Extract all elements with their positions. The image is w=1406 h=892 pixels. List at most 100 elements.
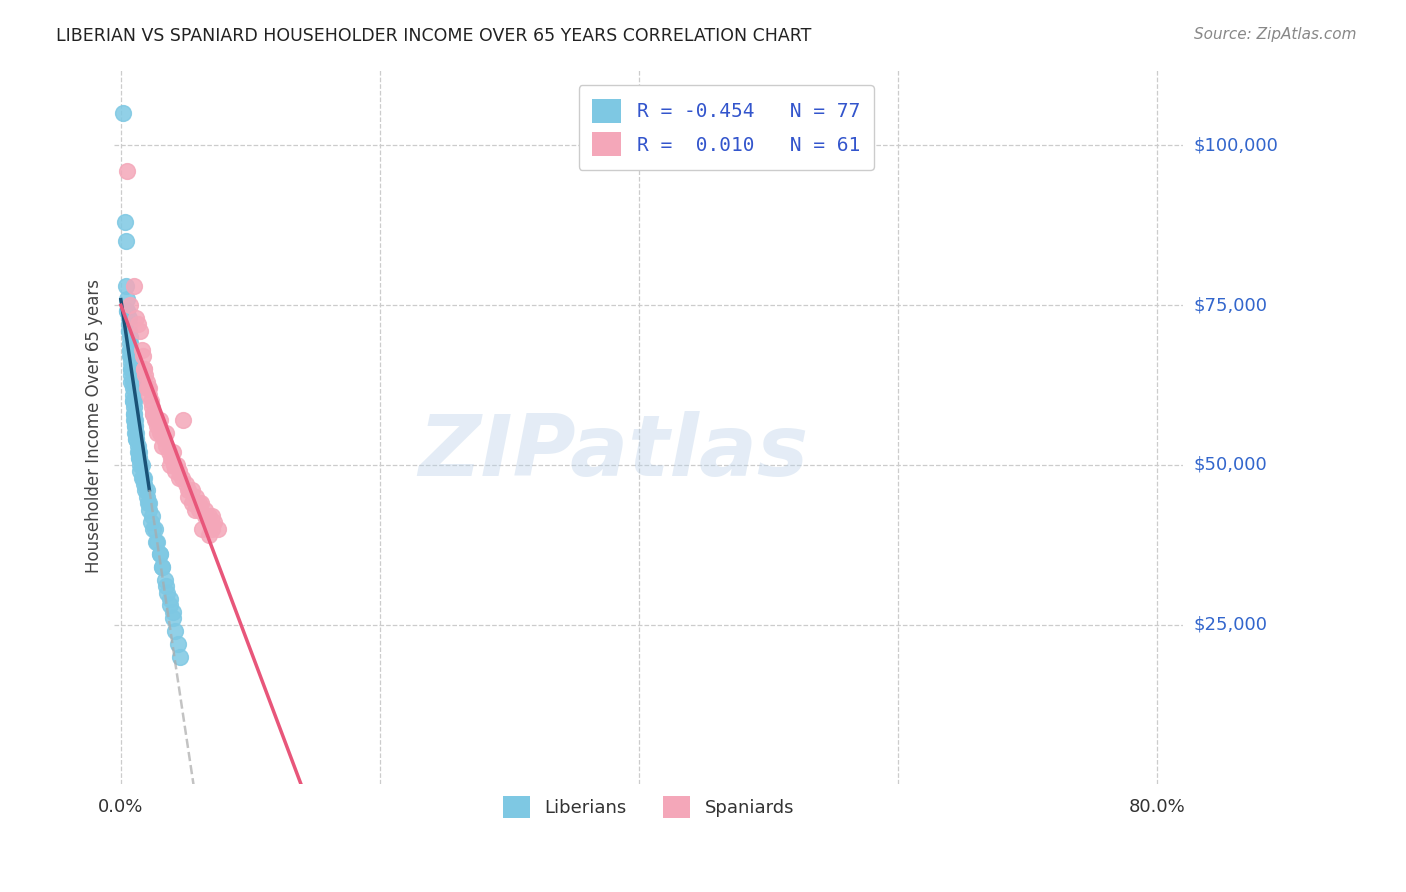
Point: [152, 432, 174, 446]
Point: [136, 381, 159, 395]
Point: [122, 278, 145, 293]
Point: [131, 458, 153, 472]
Point: [155, 439, 177, 453]
Point: [155, 579, 177, 593]
Point: [167, 464, 190, 478]
Point: [149, 425, 172, 440]
Point: [128, 451, 150, 466]
Point: [118, 343, 141, 357]
Point: [124, 425, 146, 440]
Point: [177, 490, 200, 504]
Point: [129, 458, 152, 472]
Point: [120, 355, 142, 369]
Point: [120, 375, 142, 389]
Point: [128, 451, 150, 466]
Legend: Liberians, Spaniards: Liberians, Spaniards: [496, 789, 801, 825]
Point: [169, 649, 191, 664]
Point: [146, 419, 169, 434]
Point: [127, 445, 149, 459]
Point: [135, 490, 157, 504]
Point: [170, 470, 193, 484]
Point: [167, 470, 190, 484]
Point: [142, 407, 165, 421]
Point: [166, 637, 188, 651]
Text: LIBERIAN VS SPANIARD HOUSEHOLDER INCOME OVER 65 YEARS CORRELATION CHART: LIBERIAN VS SPANIARD HOUSEHOLDER INCOME …: [56, 27, 811, 45]
Point: [142, 407, 165, 421]
Point: [134, 362, 156, 376]
Point: [129, 324, 152, 338]
Text: ZIPatlas: ZIPatlas: [418, 410, 808, 493]
Point: [136, 496, 159, 510]
Point: [181, 483, 204, 498]
Point: [150, 425, 173, 440]
Point: [124, 413, 146, 427]
Point: [127, 439, 149, 453]
Point: [187, 502, 209, 516]
Point: [125, 432, 148, 446]
Point: [134, 362, 156, 376]
Point: [120, 362, 142, 376]
Point: [177, 483, 200, 498]
Point: [194, 502, 217, 516]
Point: [118, 310, 141, 325]
Point: [156, 585, 179, 599]
Point: [138, 496, 160, 510]
Point: [159, 599, 181, 613]
Point: [138, 381, 160, 395]
Point: [118, 349, 141, 363]
Point: [146, 425, 169, 440]
Point: [159, 592, 181, 607]
Point: [118, 324, 141, 338]
Point: [162, 611, 184, 625]
Point: [127, 317, 149, 331]
Point: [114, 215, 136, 229]
Point: [132, 470, 155, 484]
Point: [172, 413, 194, 427]
Point: [191, 522, 214, 536]
Point: [125, 310, 148, 325]
Point: [134, 470, 156, 484]
Point: [166, 458, 188, 472]
Point: [150, 560, 173, 574]
Point: [117, 304, 139, 318]
Point: [139, 516, 162, 530]
Point: [200, 508, 222, 523]
Point: [183, 502, 205, 516]
Point: [160, 451, 183, 466]
Point: [146, 534, 169, 549]
Point: [190, 496, 212, 510]
Point: [118, 317, 141, 331]
Point: [121, 393, 143, 408]
Point: [145, 413, 167, 427]
Point: [184, 490, 207, 504]
Point: [122, 393, 145, 408]
Point: [134, 477, 156, 491]
Point: [141, 508, 163, 523]
Point: [149, 547, 172, 561]
Point: [118, 343, 141, 357]
Point: [162, 445, 184, 459]
Text: $25,000: $25,000: [1194, 615, 1268, 633]
Point: [117, 163, 139, 178]
Point: [131, 343, 153, 357]
Point: [121, 381, 143, 395]
Point: [155, 425, 177, 440]
Point: [135, 483, 157, 498]
Point: [150, 439, 173, 453]
Point: [181, 496, 204, 510]
Point: [118, 330, 141, 344]
Point: [165, 624, 187, 638]
Point: [145, 534, 167, 549]
Point: [129, 464, 152, 478]
Point: [142, 522, 165, 536]
Point: [121, 375, 143, 389]
Y-axis label: Householder Income Over 65 years: Householder Income Over 65 years: [86, 279, 103, 574]
Point: [125, 425, 148, 440]
Point: [143, 522, 166, 536]
Point: [149, 413, 172, 427]
Point: [124, 419, 146, 434]
Point: [150, 560, 173, 574]
Point: [122, 407, 145, 421]
Point: [134, 483, 156, 498]
Point: [122, 401, 145, 415]
